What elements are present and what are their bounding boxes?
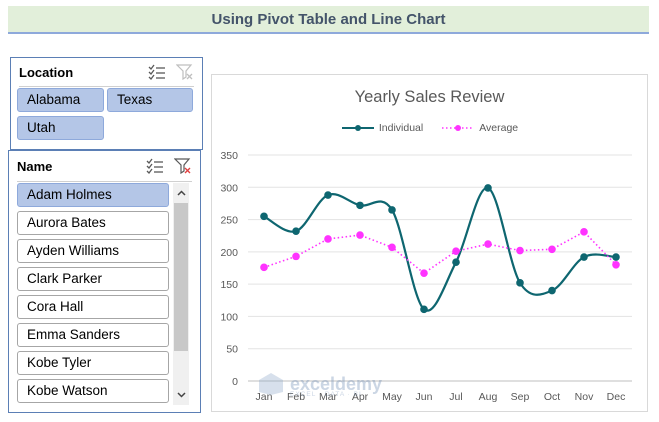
data-point-average bbox=[516, 246, 524, 255]
title-banner: Using Pivot Table and Line Chart bbox=[8, 6, 649, 34]
data-point-average bbox=[260, 263, 268, 272]
data-point-individual bbox=[420, 305, 428, 314]
name-item-cora-hall[interactable]: Cora Hall bbox=[17, 295, 169, 319]
banner-title: Using Pivot Table and Line Chart bbox=[211, 10, 446, 28]
data-point-average bbox=[484, 240, 492, 248]
data-point-individual bbox=[484, 184, 492, 192]
data-point-individual bbox=[452, 258, 460, 266]
chart-legend: Individual Average bbox=[212, 122, 647, 134]
x-tick-label: Sep bbox=[511, 391, 530, 403]
name-slicer-header: Name bbox=[17, 151, 192, 182]
location-slicer-title: Location bbox=[19, 64, 74, 80]
x-tick-label: Dec bbox=[607, 391, 626, 403]
series-line-average bbox=[263, 230, 617, 275]
x-tick-label: Apr bbox=[352, 391, 369, 403]
legend-individual: Individual bbox=[341, 122, 423, 134]
x-tick-label: Nov bbox=[575, 391, 594, 403]
x-tick-label: Aug bbox=[479, 391, 498, 403]
name-slicer-title: Name bbox=[17, 158, 53, 174]
multi-select-icon[interactable] bbox=[148, 64, 166, 80]
x-tick-label: Jun bbox=[416, 391, 433, 403]
clear-filter-icon[interactable] bbox=[176, 64, 194, 80]
data-point-individual bbox=[388, 206, 396, 214]
name-item-aurora-bates[interactable]: Aurora Bates bbox=[17, 211, 169, 235]
legend-average: Average bbox=[441, 122, 518, 134]
multi-select-icon[interactable] bbox=[146, 158, 164, 174]
y-tick-label: 100 bbox=[220, 311, 238, 323]
y-tick-label: 250 bbox=[220, 215, 238, 227]
chevron-up-icon[interactable] bbox=[173, 185, 189, 201]
data-point-average bbox=[388, 243, 396, 252]
data-point-individual bbox=[292, 227, 300, 235]
chevron-down-icon[interactable] bbox=[173, 387, 189, 403]
watermark: exceldemy EXCEL · DATA · BI bbox=[258, 372, 383, 398]
data-point-individual bbox=[516, 279, 524, 287]
watermark-text: exceldemy bbox=[290, 373, 383, 394]
y-tick-label: 0 bbox=[232, 376, 238, 388]
data-point-average bbox=[420, 269, 428, 277]
data-point-individual bbox=[612, 253, 620, 261]
data-point-average bbox=[580, 228, 588, 236]
location-slicer-header: Location bbox=[19, 58, 194, 87]
x-tick-label: Mar bbox=[319, 391, 338, 403]
exceldemy-logo-icon bbox=[259, 373, 283, 395]
location-item-utah[interactable]: Utah bbox=[17, 116, 104, 140]
data-point-average bbox=[324, 235, 332, 243]
y-tick-label: 350 bbox=[220, 150, 238, 162]
x-tick-label: Jul bbox=[449, 391, 462, 403]
x-tick-label: Jan bbox=[256, 391, 273, 403]
name-item-emma-sanders[interactable]: Emma Sanders bbox=[17, 323, 169, 347]
name-slicer-scrollbar[interactable] bbox=[173, 183, 189, 405]
data-point-average bbox=[292, 252, 300, 261]
clear-filter-icon[interactable] bbox=[174, 158, 192, 174]
watermark-subtext: EXCEL · DATA · BI bbox=[290, 391, 362, 398]
data-point-average bbox=[356, 231, 364, 239]
data-point-average bbox=[548, 245, 556, 254]
name-item-kobe-watson[interactable]: Kobe Watson bbox=[17, 379, 169, 403]
legend-average-label: Average bbox=[479, 122, 519, 134]
x-tick-label: Feb bbox=[287, 391, 305, 403]
x-tick-label: May bbox=[382, 391, 403, 403]
y-tick-label: 300 bbox=[220, 182, 238, 194]
data-point-individual bbox=[548, 286, 556, 295]
data-point-individual bbox=[580, 253, 588, 261]
data-point-individual bbox=[260, 212, 268, 221]
series-line-individual bbox=[263, 186, 617, 312]
data-point-average bbox=[452, 247, 460, 256]
location-item-alabama[interactable]: Alabama bbox=[17, 88, 104, 112]
x-tick-label: Oct bbox=[544, 391, 560, 403]
name-item-kobe-tyler[interactable]: Kobe Tyler bbox=[17, 351, 169, 375]
chart-title: Yearly Sales Review bbox=[354, 88, 505, 106]
data-point-individual bbox=[324, 191, 332, 199]
name-item-adam-holmes[interactable]: Adam Holmes bbox=[17, 183, 169, 207]
name-item-clark-parker[interactable]: Clark Parker bbox=[17, 267, 169, 291]
name-item-ayden-williams[interactable]: Ayden Williams bbox=[17, 239, 169, 263]
legend-individual-label: Individual bbox=[378, 122, 424, 134]
y-tick-label: 200 bbox=[220, 247, 238, 259]
scroll-thumb[interactable] bbox=[174, 203, 188, 351]
line-chart[interactable]: Yearly Sales Review Individual Average bbox=[211, 74, 648, 412]
data-point-individual bbox=[356, 201, 364, 210]
data-point-average bbox=[612, 260, 620, 269]
location-item-texas[interactable]: Texas bbox=[107, 88, 193, 112]
y-tick-label: 50 bbox=[226, 344, 238, 356]
y-tick-label: 150 bbox=[220, 279, 238, 291]
